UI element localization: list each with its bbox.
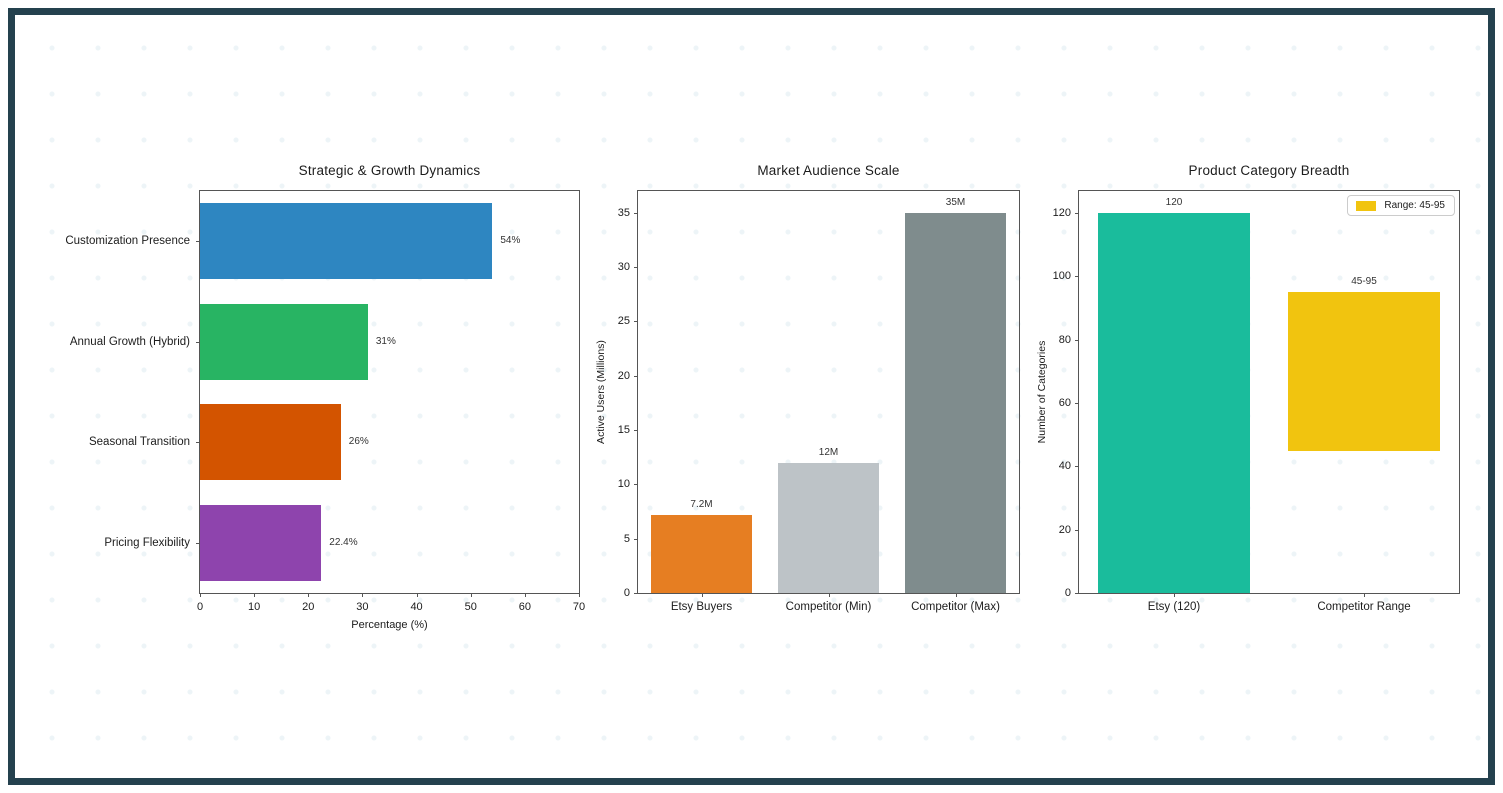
y-tick-label: 80 <box>1058 333 1071 346</box>
x-tick-label: 10 <box>248 601 261 613</box>
category-label: Competitor (Max) <box>911 601 1000 613</box>
chart-title: Product Category Breadth <box>1188 163 1350 178</box>
y-tick-label: 20 <box>1058 523 1071 536</box>
y-tick-label: 5 <box>623 532 630 545</box>
y-tick-mark <box>1075 466 1079 468</box>
bar <box>200 404 341 481</box>
y-tick-label: 20 <box>617 369 630 382</box>
x-tick-mark <box>362 593 364 597</box>
category-label: Pricing Flexibility <box>104 536 190 549</box>
y-tick-mark <box>1075 213 1079 215</box>
y-tick-mark <box>196 442 200 444</box>
y-tick-mark <box>634 267 638 269</box>
y-tick-mark <box>1075 276 1079 278</box>
y-tick-mark <box>1075 529 1079 531</box>
category-label: Etsy Buyers <box>670 601 733 613</box>
bar-value-label: 7.2M <box>690 498 713 510</box>
chart-market-audience-scale: Market Audience Scale Active Users (Mill… <box>595 163 1020 613</box>
y-tick-mark <box>634 484 638 486</box>
y-tick-label: 120 <box>1052 207 1071 220</box>
x-tick-label: 50 <box>464 601 477 613</box>
bar-value-label: 45-95 <box>1351 276 1377 288</box>
category-label: Competitor (Min) <box>785 601 872 613</box>
y-tick-mark <box>634 321 638 323</box>
x-tick-mark <box>701 593 703 597</box>
bar-value-label: 31% <box>375 335 396 347</box>
x-tick-label: 0 <box>196 601 204 613</box>
y-tick-mark <box>1075 339 1079 341</box>
y-tick-label: 10 <box>617 478 630 491</box>
category-label: Competitor Range <box>1317 601 1411 613</box>
y-tick-label: 15 <box>617 424 630 437</box>
category-label: Annual Growth (Hybrid) <box>69 335 190 348</box>
category-label: Seasonal Transition <box>88 436 190 449</box>
bar <box>1288 292 1440 451</box>
x-tick-mark <box>828 593 830 597</box>
y-tick-label: 40 <box>1058 460 1071 473</box>
x-tick-mark <box>1174 593 1175 597</box>
bar-value-label: 54% <box>500 235 521 247</box>
x-tick-mark <box>254 593 256 597</box>
bar <box>1098 213 1250 593</box>
bar <box>777 462 880 593</box>
y-tick-label: 25 <box>617 315 630 328</box>
bar <box>200 303 368 380</box>
x-tick-mark <box>524 593 526 597</box>
bar-value-label: 26% <box>348 436 369 448</box>
x-tick-mark <box>579 593 580 597</box>
x-tick-mark <box>955 593 957 597</box>
chart-strategic-growth-dynamics: Strategic & Growth Dynamics Percentage (… <box>65 163 585 631</box>
bar <box>650 514 753 593</box>
y-axis-label: Number of Categories <box>1036 340 1048 444</box>
x-tick-mark <box>200 593 201 597</box>
x-tick-label: 60 <box>518 601 531 613</box>
y-tick-mark <box>634 538 638 540</box>
category-label: Customization Presence <box>65 235 190 248</box>
x-tick-label: 30 <box>356 601 369 613</box>
y-tick-mark <box>196 341 200 343</box>
y-tick-label: 60 <box>1058 397 1071 410</box>
x-tick-mark <box>308 593 310 597</box>
y-tick-label: 35 <box>617 206 630 219</box>
bar-value-label: 35M <box>945 196 966 208</box>
y-tick-mark <box>1075 403 1079 405</box>
x-tick-label: 70 <box>572 601 586 613</box>
y-axis-label: Active Users (Millions) <box>595 340 607 444</box>
x-tick-label: 20 <box>302 601 315 613</box>
y-tick-mark <box>634 593 638 594</box>
y-tick-label: 30 <box>617 261 630 274</box>
x-tick-label: 40 <box>410 601 423 613</box>
x-tick-mark <box>1364 593 1365 597</box>
chart-product-category-breadth: Product Category Breadth Number of Categ… <box>1036 163 1460 613</box>
bar <box>200 203 493 280</box>
y-tick-mark <box>634 430 638 432</box>
bar <box>200 504 322 581</box>
y-tick-label: 0 <box>1064 587 1071 599</box>
bar-value-label: 120 <box>1165 197 1183 209</box>
category-label: Etsy (120) <box>1147 601 1201 613</box>
legend: Range: 45-95 <box>1347 195 1455 216</box>
bar-value-label: 22.4% <box>329 536 358 548</box>
y-tick-mark <box>1075 593 1079 594</box>
chart-title: Strategic & Growth Dynamics <box>298 163 481 178</box>
y-tick-mark <box>634 375 638 377</box>
bar-value-label: 12M <box>818 446 839 458</box>
y-tick-label: 0 <box>623 587 630 599</box>
y-tick-mark <box>196 241 200 243</box>
y-tick-mark <box>634 212 638 214</box>
y-tick-mark <box>196 542 200 544</box>
legend-swatch <box>1356 200 1377 211</box>
x-tick-mark <box>470 593 472 597</box>
bar <box>904 212 1007 593</box>
x-axis-label: Percentage (%) <box>351 619 428 631</box>
chart-title: Market Audience Scale <box>757 163 900 178</box>
legend-label: Range: 45-95 <box>1384 200 1445 211</box>
y-tick-label: 100 <box>1052 270 1071 283</box>
x-tick-mark <box>416 593 418 597</box>
